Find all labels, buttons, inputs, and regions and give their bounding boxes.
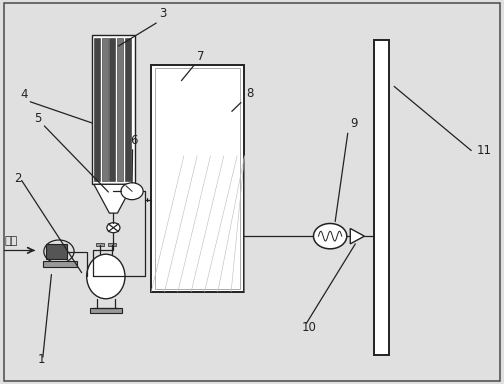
Text: 9: 9 <box>350 118 358 131</box>
Bar <box>117 38 123 181</box>
Text: 空气: 空气 <box>4 236 17 246</box>
Bar <box>109 38 115 181</box>
Bar <box>374 40 389 355</box>
Bar <box>90 308 122 313</box>
Text: 6: 6 <box>130 134 138 147</box>
Text: 1: 1 <box>38 353 45 366</box>
Text: 2: 2 <box>14 172 22 185</box>
Text: 11: 11 <box>476 144 491 157</box>
Text: 8: 8 <box>246 87 254 100</box>
Text: 10: 10 <box>301 321 317 334</box>
Bar <box>102 38 107 181</box>
Bar <box>108 243 116 246</box>
Bar <box>92 35 135 184</box>
Circle shape <box>107 223 120 233</box>
Bar <box>43 261 77 267</box>
Circle shape <box>313 223 347 249</box>
Text: 7: 7 <box>197 50 204 63</box>
Polygon shape <box>350 228 364 244</box>
Text: 3: 3 <box>159 7 166 20</box>
Bar <box>96 243 104 246</box>
Bar <box>94 38 100 181</box>
Circle shape <box>121 183 143 200</box>
Polygon shape <box>94 184 133 213</box>
Bar <box>155 68 240 289</box>
Bar <box>46 244 67 259</box>
Bar <box>151 65 244 292</box>
Text: 5: 5 <box>34 112 42 125</box>
Bar <box>125 38 131 181</box>
Text: 4: 4 <box>20 88 28 101</box>
Ellipse shape <box>87 254 125 299</box>
